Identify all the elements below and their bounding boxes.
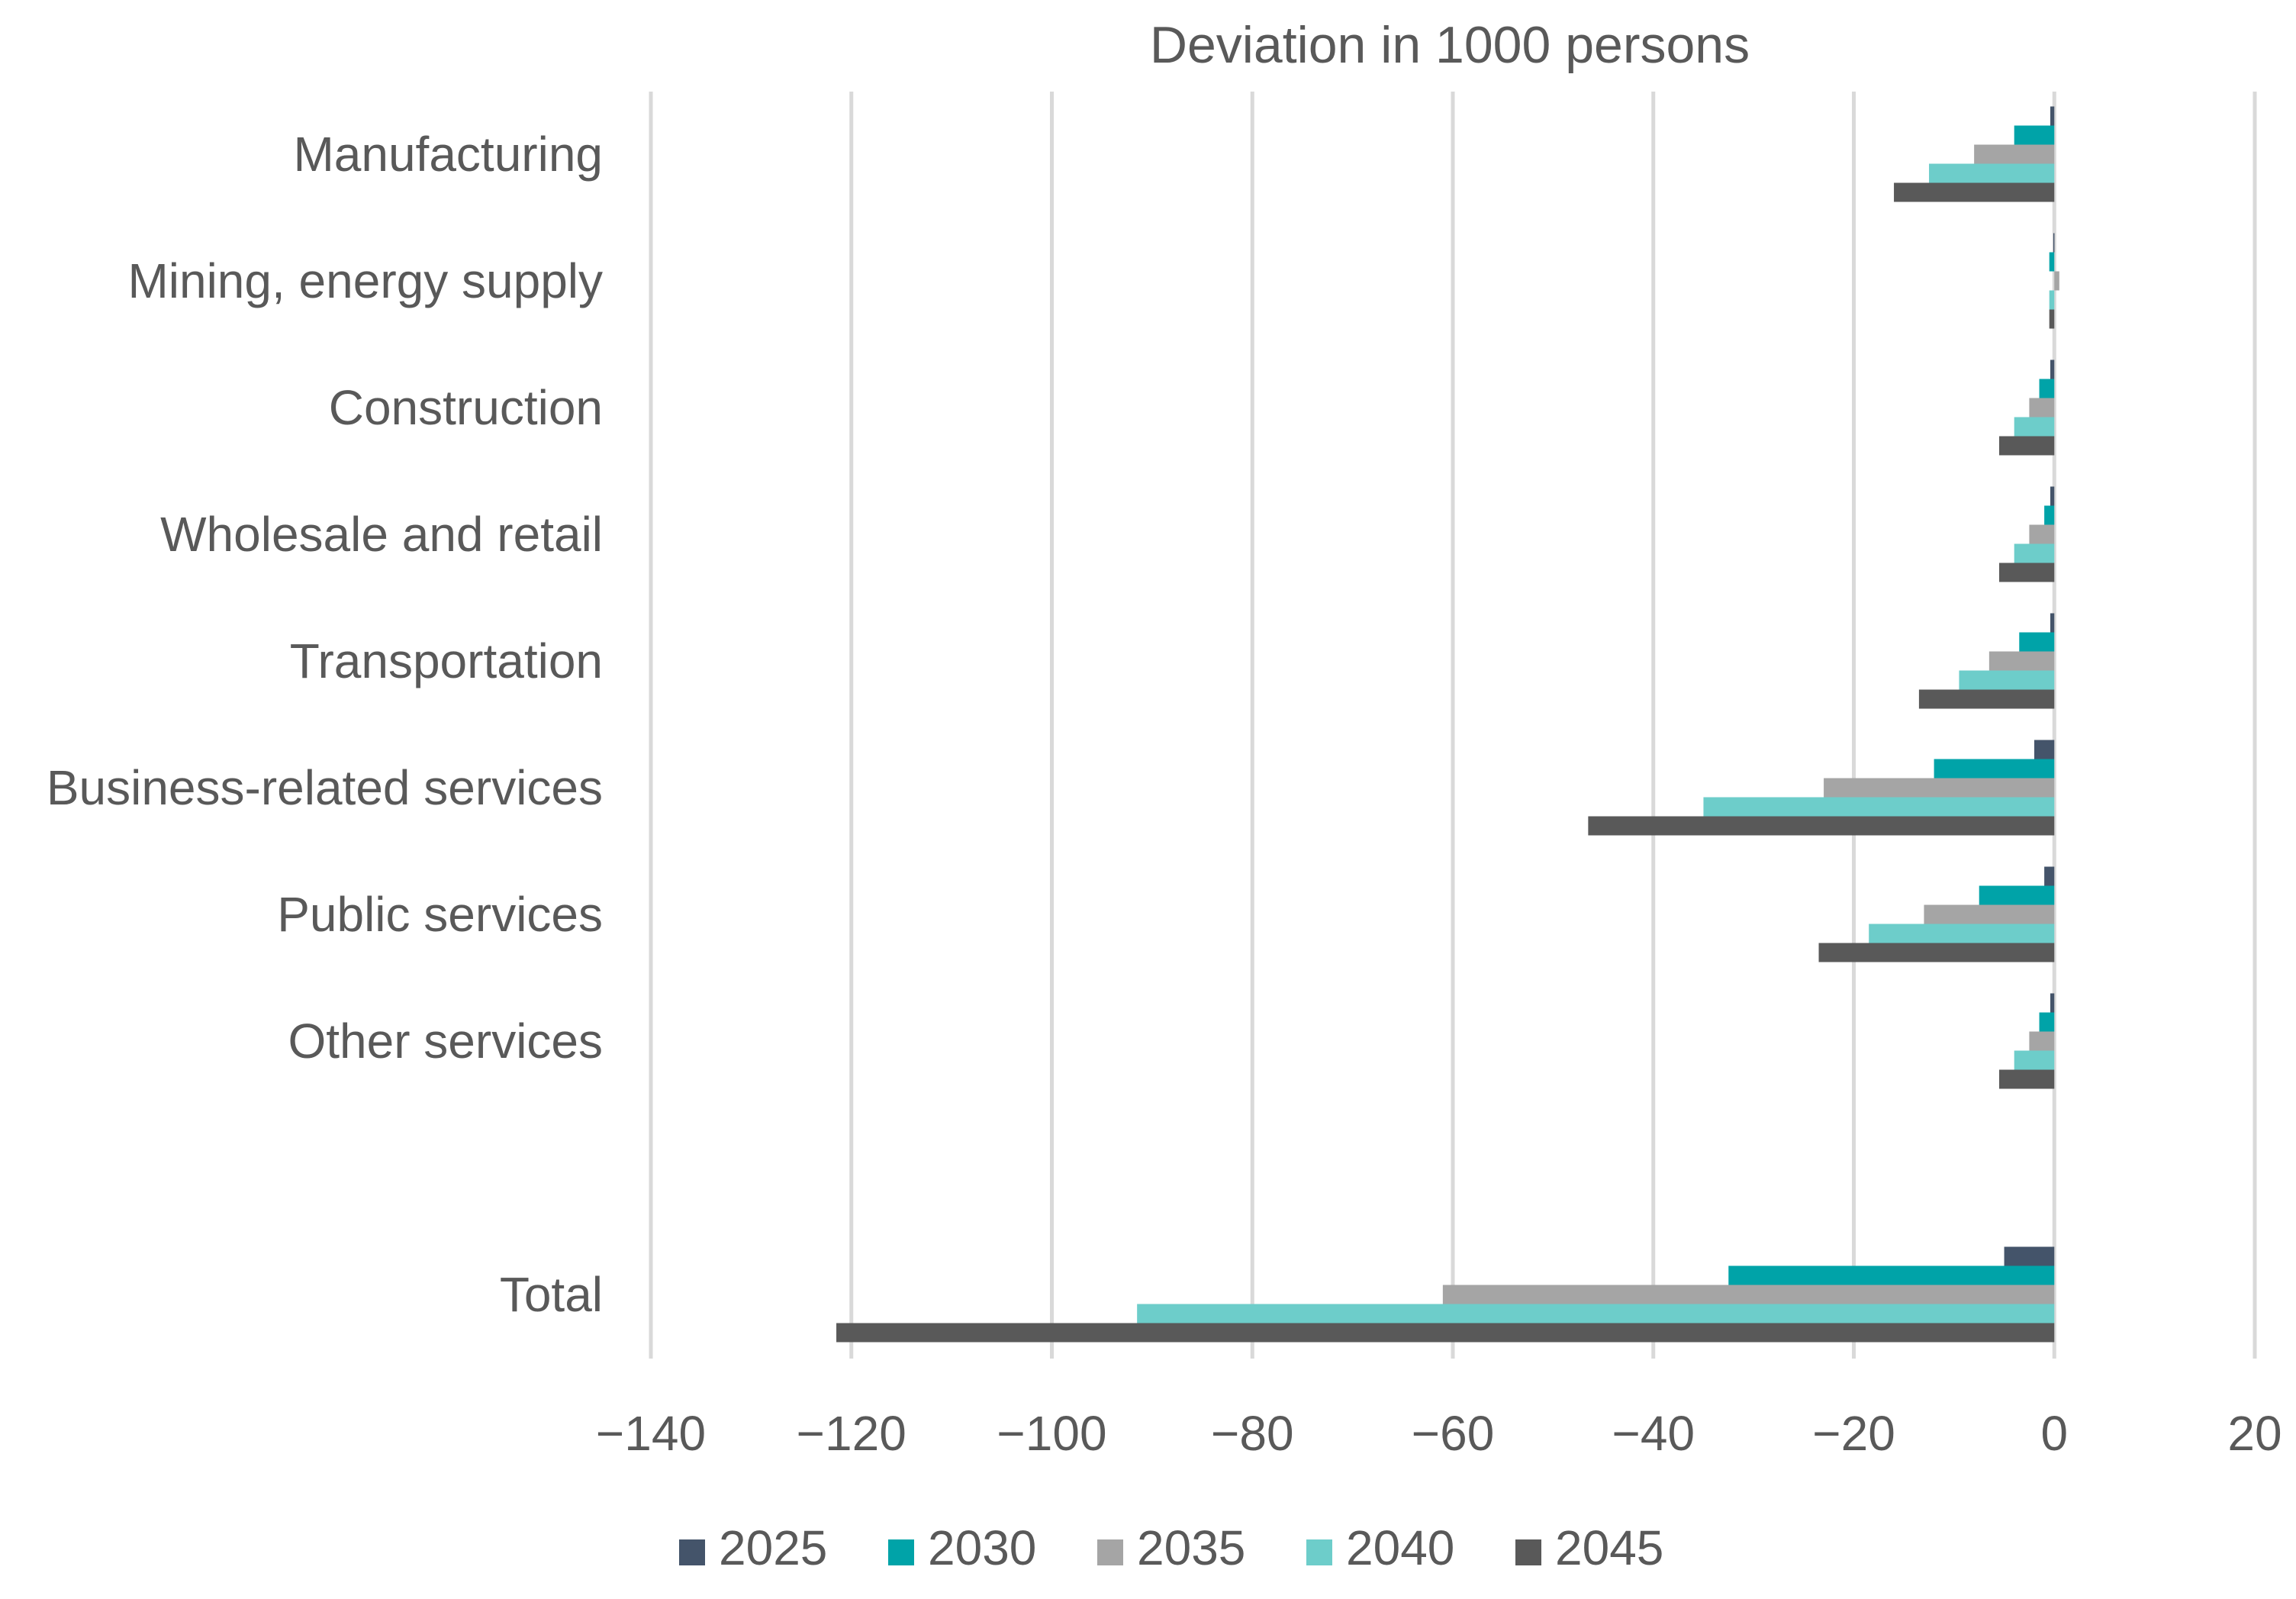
- legend-item-2030: 2030: [888, 1520, 1036, 1575]
- legend-item-2035: 2035: [1097, 1520, 1245, 1575]
- bar-2030-manufacturing: [2014, 125, 2055, 145]
- category-label: Mining, energy supply: [127, 253, 603, 308]
- bar-2045-total: [836, 1323, 2055, 1343]
- bar-2035-other-services: [2029, 1031, 2055, 1051]
- bar-2040-transportation: [1959, 670, 2055, 690]
- bar-2045-construction: [1998, 436, 2055, 456]
- bar-2025-transportation: [2050, 613, 2055, 633]
- bar-2040-manufacturing: [1929, 163, 2055, 183]
- bar-2035-transportation: [1988, 651, 2055, 671]
- bar-2025-other-services: [2050, 993, 2055, 1013]
- bar-2045-public-services: [1818, 943, 2055, 962]
- legend-item-2025: 2025: [679, 1520, 827, 1575]
- category-label: Other services: [288, 1014, 603, 1069]
- legend: 2025 2030 2035 2040 2045: [679, 1520, 1663, 1575]
- bar-2025-wholesale-and-retail: [2050, 486, 2055, 506]
- legend-label: 2025: [719, 1520, 827, 1575]
- bar-2030-mining-energy-supply: [2049, 252, 2055, 272]
- category-label: Business-related services: [47, 760, 603, 815]
- legend-label: 2040: [1346, 1520, 1454, 1575]
- bar-2045-business-related-services: [1588, 816, 2055, 836]
- legend-swatch: [1515, 1539, 1541, 1565]
- legend-label: 2045: [1555, 1520, 1663, 1575]
- bar-2045-transportation: [1918, 689, 2055, 709]
- bar-2030-business-related-services: [1934, 759, 2055, 779]
- bar-2035-wholesale-and-retail: [2029, 524, 2055, 544]
- x-tick-label: −20: [1812, 1406, 1895, 1461]
- legend-swatch: [1306, 1539, 1332, 1565]
- bar-2035-business-related-services: [1824, 778, 2055, 798]
- category-label: Public services: [277, 887, 603, 942]
- bar-2025-public-services: [2044, 866, 2055, 886]
- legend-item-2040: 2040: [1306, 1520, 1454, 1575]
- x-tick-label: −40: [1612, 1406, 1695, 1461]
- bar-2045-manufacturing: [1894, 182, 2055, 202]
- bar-2045-other-services: [1998, 1069, 2055, 1089]
- bar-2030-transportation: [2019, 632, 2055, 652]
- x-tick-label: 20: [2227, 1406, 2282, 1461]
- bar-2040-wholesale-and-retail: [2014, 543, 2055, 563]
- bar-2030-other-services: [2039, 1012, 2055, 1032]
- bar-2040-other-services: [2014, 1050, 2055, 1070]
- legend-swatch: [679, 1539, 705, 1565]
- x-tick-label: −120: [797, 1406, 906, 1461]
- bar-2025-manufacturing: [2050, 106, 2055, 126]
- legend-swatch: [888, 1539, 914, 1565]
- bar-2040-mining-energy-supply: [2049, 290, 2055, 310]
- category-label: Transportation: [290, 633, 603, 688]
- bar-2040-construction: [2014, 417, 2055, 437]
- bar-2030-public-services: [1979, 885, 2055, 905]
- bar-2045-mining-energy-supply: [2049, 309, 2055, 329]
- gridlines: [649, 92, 2257, 1359]
- category-label: Construction: [329, 380, 603, 435]
- x-tick-label: −100: [997, 1406, 1106, 1461]
- bar-2040-total: [1137, 1304, 2055, 1323]
- bar-2025-construction: [2050, 359, 2055, 379]
- x-tick-label: −140: [596, 1406, 706, 1461]
- bar-2030-construction: [2039, 379, 2055, 398]
- legend-item-2045: 2045: [1515, 1520, 1663, 1575]
- bar-2025-business-related-services: [2034, 740, 2055, 759]
- bar-2025-mining-energy-supply: [2053, 233, 2055, 253]
- bar-2035-manufacturing: [1974, 144, 2055, 164]
- bar-2035-mining-energy-supply: [2054, 271, 2059, 291]
- x-tick-label: −80: [1211, 1406, 1294, 1461]
- bar-2030-wholesale-and-retail: [2044, 505, 2055, 525]
- category-label: Manufacturing: [293, 127, 603, 182]
- chart-title: Deviation in 1000 persons: [1150, 16, 1750, 74]
- bar-2035-construction: [2029, 398, 2055, 417]
- bar-2040-public-services: [1869, 924, 2055, 943]
- legend-swatch: [1097, 1539, 1123, 1565]
- legend-label: 2030: [928, 1520, 1036, 1575]
- bars: [836, 106, 2059, 1343]
- legend-label: 2035: [1137, 1520, 1245, 1575]
- x-tick-label: 0: [2040, 1406, 2068, 1461]
- bar-2035-public-services: [1924, 904, 2055, 924]
- category-labels: Manufacturing Mining, energy supply Constr…: [47, 127, 603, 1322]
- bar-2030-total: [1728, 1265, 2055, 1285]
- bar-2025-total: [2004, 1246, 2055, 1266]
- bar-2035-total: [1442, 1285, 2055, 1304]
- x-axis-tick-labels: −140 −120 −100 −80 −60 −40 −20 0 20: [596, 1406, 2282, 1461]
- bar-2045-wholesale-and-retail: [1998, 563, 2055, 582]
- bar-2040-business-related-services: [1703, 797, 2055, 817]
- category-label: Wholesale and retail: [160, 507, 603, 562]
- category-label: Total: [500, 1267, 603, 1322]
- x-tick-label: −60: [1412, 1406, 1495, 1461]
